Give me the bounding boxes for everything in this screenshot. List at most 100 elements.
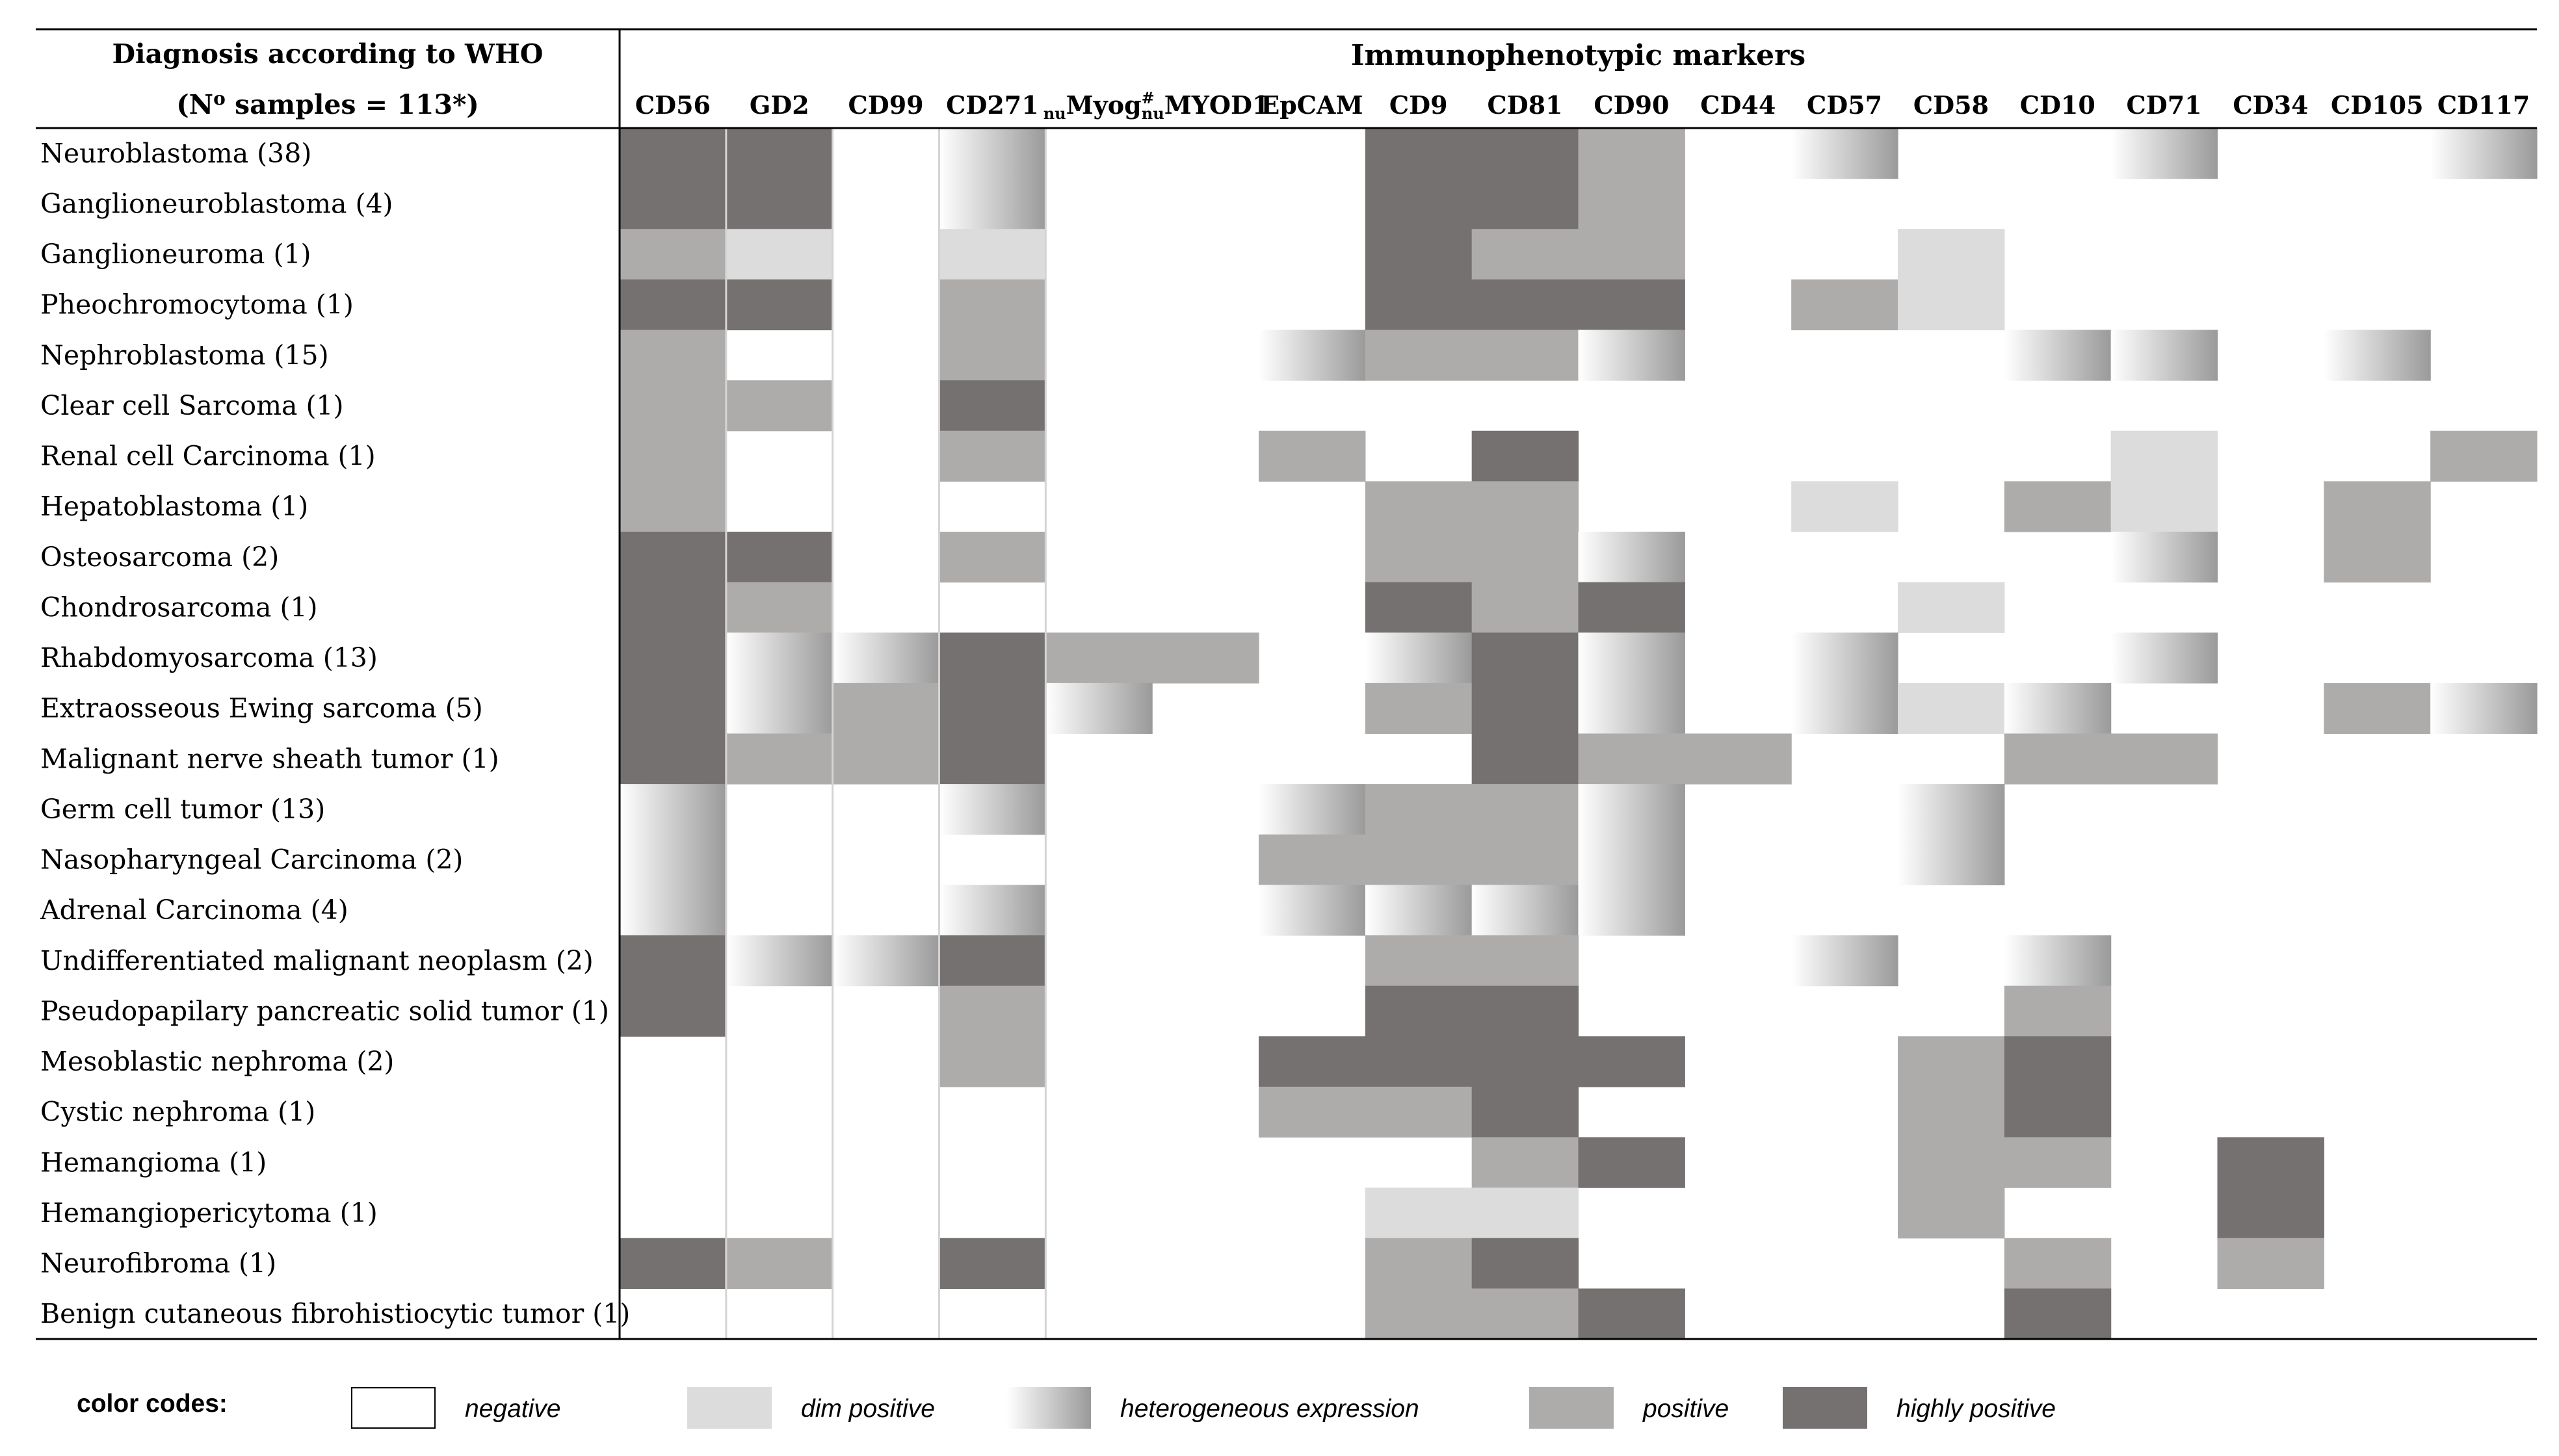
heatmap-cell xyxy=(2324,481,2431,532)
heatmap-cell xyxy=(1578,682,1685,734)
heatmap-cell xyxy=(620,330,727,381)
heatmap-cell xyxy=(620,784,727,835)
heatmap-cell xyxy=(2004,1137,2112,1188)
row-header-title: Diagnosis according to WHO xyxy=(112,38,543,70)
heatmap-cell xyxy=(620,430,727,482)
heatmap-cell xyxy=(1365,885,1473,936)
heatmap-cell xyxy=(832,733,940,785)
heatmap-cell xyxy=(939,682,1046,734)
legend-title: color codes: xyxy=(77,1390,228,1418)
heatmap-cell xyxy=(2324,682,2431,734)
heatmap-cell xyxy=(2217,1188,2324,1239)
heatmap-cell xyxy=(1259,885,1366,936)
heatmap-cell xyxy=(1578,178,1685,229)
heatmap-cell xyxy=(2110,430,2218,482)
row-label: Osteosarcoma (2) xyxy=(40,541,279,573)
heatmap-cell xyxy=(1791,128,1898,179)
heatmap-cell xyxy=(1365,1188,1473,1239)
heatmap-cell xyxy=(1365,834,1473,885)
heatmap-cell xyxy=(1471,1238,1579,1289)
heatmap-cell xyxy=(939,1238,1046,1289)
row-label: Benign cutaneous fibrohistiocytic tumor … xyxy=(40,1298,630,1329)
heatmap-cell xyxy=(2004,682,2112,734)
heatmap-cell xyxy=(1365,229,1473,280)
heatmap-cell xyxy=(620,935,727,987)
heatmap-cell xyxy=(1365,1086,1473,1138)
heatmap-cell xyxy=(620,632,727,684)
heatmap-cell xyxy=(620,178,727,229)
heatmap-cell xyxy=(2430,430,2538,482)
heatmap-cell xyxy=(1898,279,2005,331)
heatmap-cell xyxy=(1578,1288,1685,1340)
row-label: Neurofibroma (1) xyxy=(40,1248,276,1279)
heatmap-cell xyxy=(1578,229,1685,280)
heatmap-cell xyxy=(1365,784,1473,835)
heatmap-cell xyxy=(1898,784,2005,835)
heatmap-cell xyxy=(620,582,727,633)
heatmap-cell xyxy=(1471,229,1579,280)
heatmap-cell xyxy=(2430,128,2538,179)
column-label: CD99 xyxy=(848,90,924,120)
row-label: Clear cell Sarcoma (1) xyxy=(40,390,344,421)
heatmap-cell xyxy=(1365,1238,1473,1289)
row-label: Malignant nerve sheath tumor (1) xyxy=(40,743,499,774)
heatmap-cell xyxy=(939,632,1046,684)
heatmap-cell xyxy=(1471,481,1579,532)
heatmap-cell xyxy=(1791,632,1898,684)
heatmap-cell xyxy=(2217,1137,2324,1188)
heatmap-chart: Diagnosis according to WHO (No samples = … xyxy=(36,28,2538,1340)
heatmap-cell xyxy=(939,380,1046,432)
heatmap-cell xyxy=(1365,582,1473,633)
heatmap-cell xyxy=(726,682,833,734)
heatmap-cell xyxy=(939,178,1046,229)
heatmap-cell xyxy=(2110,481,2218,532)
heatmap-cell xyxy=(1471,430,1579,482)
heatmap-cell xyxy=(1578,784,1685,835)
row-label: Renal cell Carcinoma (1) xyxy=(40,441,376,472)
legend-swatch-highly-positive xyxy=(1783,1387,1867,1429)
color-legend: color codes: negative dim positive heter… xyxy=(0,1365,2559,1443)
heatmap-cell xyxy=(726,532,833,583)
column-label: CD117 xyxy=(2437,90,2530,120)
legend-label-negative: negative xyxy=(465,1395,561,1423)
heatmap-cell xyxy=(939,430,1046,482)
row-label: Rhabdomyosarcoma (13) xyxy=(40,642,378,673)
heatmap-cell xyxy=(2110,330,2218,381)
heatmap-cell xyxy=(1259,430,1366,482)
row-label: Neuroblastoma (38) xyxy=(40,138,311,169)
heatmap-cell xyxy=(1365,1036,1473,1087)
heatmap-cell xyxy=(939,733,1046,785)
heatmap-cells xyxy=(620,128,2538,1340)
column-label: CD57 xyxy=(1807,90,1882,120)
heatmap-cell xyxy=(1471,935,1579,987)
heatmap-cell xyxy=(939,229,1046,280)
heatmap-cell xyxy=(2004,330,2112,381)
heatmap-cell xyxy=(726,229,833,280)
heatmap-cell xyxy=(1471,178,1579,229)
heatmap-cell xyxy=(726,380,833,432)
legend-label-heterogeneous: heterogeneous expression xyxy=(1120,1395,1419,1423)
heatmap-cell xyxy=(726,582,833,633)
heatmap-cell xyxy=(1471,985,1579,1037)
heatmap-cell xyxy=(939,784,1046,835)
heatmap-cell xyxy=(1471,532,1579,583)
heatmap-cell xyxy=(832,935,940,987)
heatmap-cell xyxy=(2004,733,2112,785)
column-label: CD71 xyxy=(2127,90,2202,120)
row-label: Pseudopapilary pancreatic solid tumor (1… xyxy=(40,995,609,1026)
row-label: Mesoblastic nephroma (2) xyxy=(40,1046,394,1077)
heatmap-cell xyxy=(1471,330,1579,381)
heatmap-cell xyxy=(939,532,1046,583)
heatmap-cell xyxy=(726,178,833,229)
heatmap-cell xyxy=(726,1238,833,1289)
heatmap-cell xyxy=(1471,834,1579,885)
heatmap-cell xyxy=(1791,935,1898,987)
column-label: CD9 xyxy=(1389,90,1448,120)
heatmap-cell xyxy=(1471,1137,1579,1188)
heatmap-cell xyxy=(832,632,940,684)
heatmap-cell xyxy=(1365,279,1473,331)
heatmap-cell xyxy=(1471,1188,1579,1239)
heatmap-cell xyxy=(1045,682,1153,734)
heatmap-cell xyxy=(1791,682,1898,734)
legend-swatch-negative xyxy=(351,1387,436,1429)
